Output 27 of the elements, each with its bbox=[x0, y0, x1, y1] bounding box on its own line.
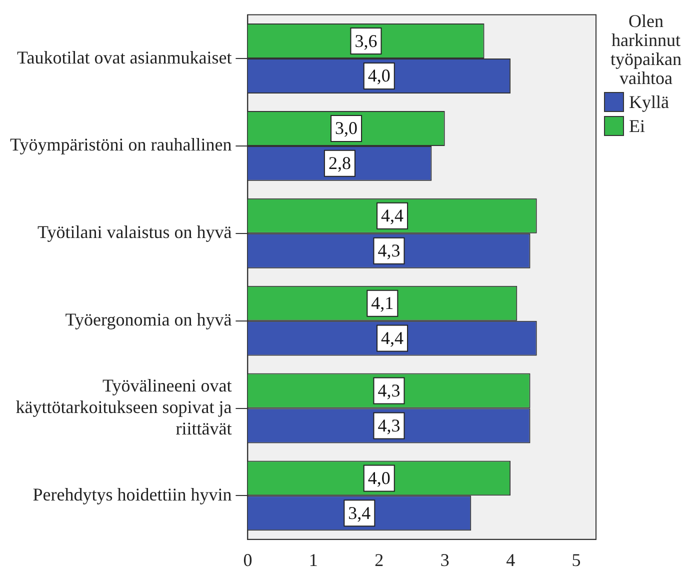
y-tick-label: Työtilani valaistus on hyvä bbox=[37, 222, 232, 242]
x-tick-label: 1 bbox=[308, 550, 318, 570]
x-tick-label: 3 bbox=[440, 550, 450, 570]
data-label: 4,1 bbox=[371, 293, 394, 314]
x-tick-label: 4 bbox=[506, 550, 516, 570]
legend-title: Olen harkinnut työpaikan vaihtoa bbox=[610, 11, 682, 88]
data-label: 4,0 bbox=[368, 66, 390, 86]
data-label: 4,3 bbox=[378, 240, 400, 261]
x-tick-label: 2 bbox=[374, 550, 384, 570]
legend-label: Kyllä bbox=[629, 92, 669, 112]
x-tick-label: 0 bbox=[243, 550, 252, 570]
data-label: 4,0 bbox=[368, 468, 390, 488]
data-label: 4,3 bbox=[378, 380, 400, 400]
legend-label: Ei bbox=[629, 116, 645, 136]
data-label: 3,0 bbox=[335, 118, 358, 138]
data-label: 4,4 bbox=[381, 206, 404, 226]
x-tick-label: 5 bbox=[572, 550, 581, 570]
y-tick-label: Työympäristöni on rauhallinen bbox=[10, 134, 232, 155]
data-label: 4,3 bbox=[378, 415, 400, 436]
y-tick-label: Taukotilat ovat asianmukaiset bbox=[17, 47, 232, 68]
data-label: 3,4 bbox=[348, 502, 371, 523]
data-label: 2,8 bbox=[328, 153, 351, 174]
y-tick-label: Perehdytys hoidettiin hyvin bbox=[32, 484, 232, 504]
data-label: 4,4 bbox=[381, 328, 404, 348]
data-label: 3,6 bbox=[354, 30, 378, 51]
y-tick-label: Työergonomia on hyvä bbox=[65, 310, 232, 330]
y-tick-label: Työvälineeni ovat käyttötarkoitukseen sopivat ja riittävät bbox=[16, 375, 232, 439]
